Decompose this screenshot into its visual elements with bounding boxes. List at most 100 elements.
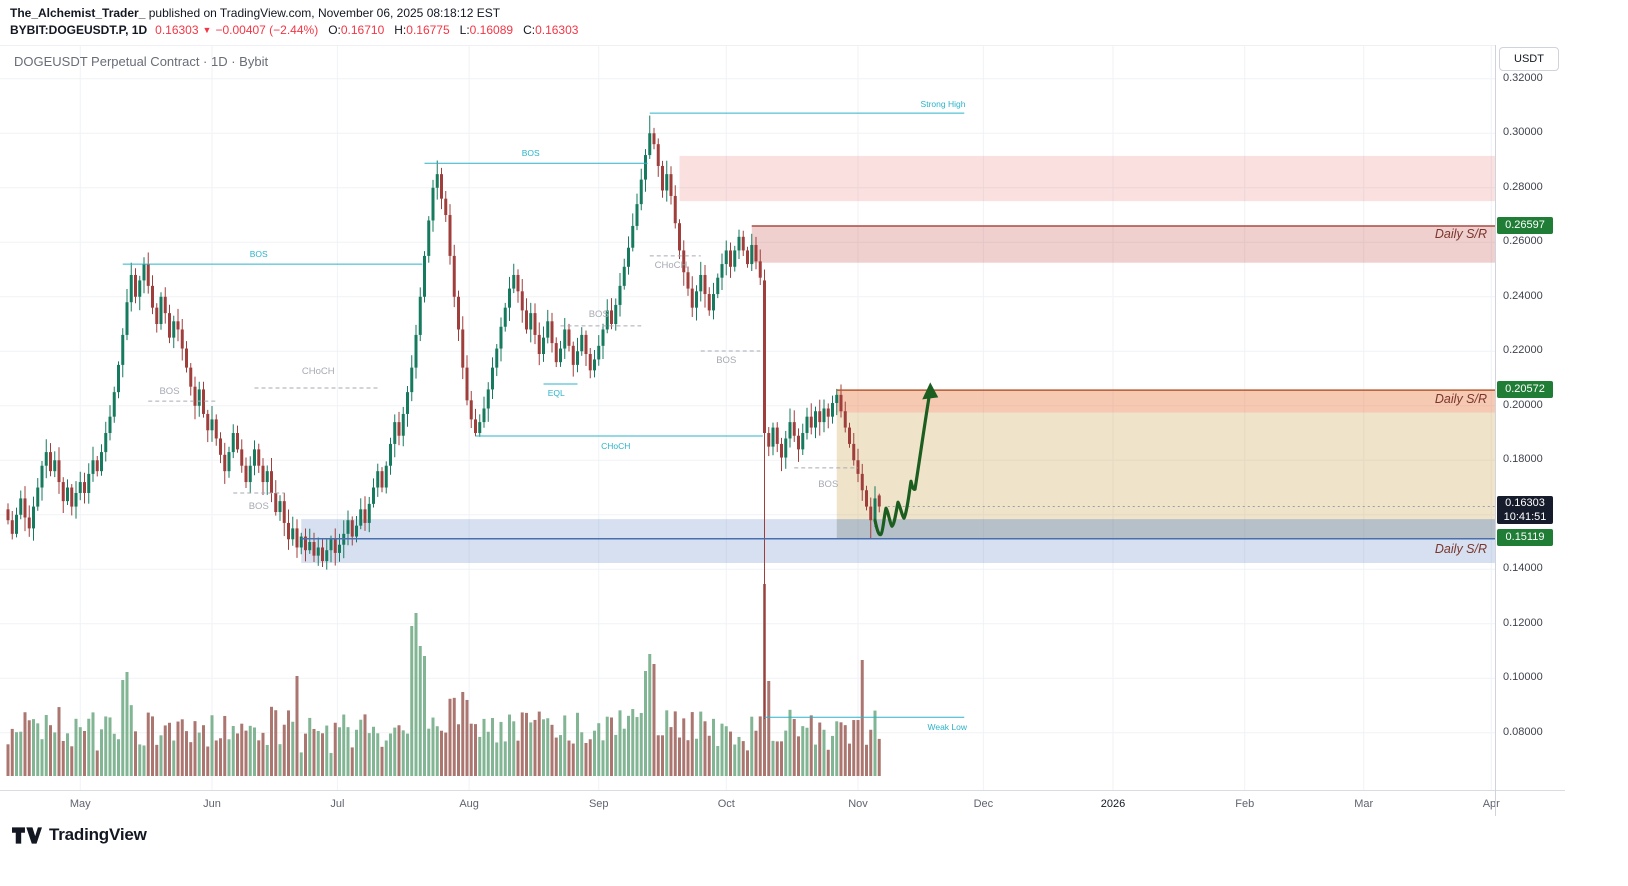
projection-arrow <box>873 387 932 537</box>
candle-body <box>363 509 367 523</box>
volume-bar <box>835 721 839 776</box>
sr-price-tag: 0.20572 <box>1497 380 1553 398</box>
candle-body <box>304 536 307 551</box>
candle-body <box>508 288 511 308</box>
candle-body <box>142 264 146 281</box>
projection-layer <box>873 382 939 537</box>
candle-body <box>359 509 363 526</box>
candle-body <box>435 174 439 188</box>
volume-bar <box>695 738 698 776</box>
candle-body <box>788 422 792 439</box>
volume-bar <box>597 723 601 776</box>
volume-bar <box>78 727 82 776</box>
time-axis-label: Jun <box>203 798 221 810</box>
candle-body <box>287 522 290 540</box>
currency-toggle-button[interactable]: USDT <box>1499 47 1559 71</box>
structure-label-choch-aug: CHoCH <box>601 441 630 451</box>
candle-body <box>333 539 337 553</box>
candle-body <box>74 492 78 507</box>
volume-bar <box>873 710 877 776</box>
volume-bar <box>155 744 159 776</box>
volume-bar <box>435 726 439 776</box>
candle-body <box>244 465 248 483</box>
structure-label-bos-jul: BOS <box>522 148 540 158</box>
volume-bar <box>74 718 78 776</box>
volume-bar <box>482 718 486 776</box>
tradingview-logo[interactable]: TradingView <box>12 825 147 845</box>
volume-bar <box>716 746 720 776</box>
candle-body <box>860 473 864 491</box>
candle-body <box>10 520 14 534</box>
volume-bar <box>469 723 473 776</box>
price-chart-canvas[interactable]: BOS BOS Strong High CHoCH EQL Weak Low BOS CHoC… <box>0 46 1495 791</box>
volume-bar <box>257 740 261 776</box>
structure-label-bos-gray-3: BOS <box>589 309 609 320</box>
volume-bar <box>486 731 490 776</box>
structure-label-eql: EQL <box>548 388 565 398</box>
candle-body <box>618 285 622 305</box>
candle-body <box>758 261 762 278</box>
structure-label-bos-gray-2: BOS <box>249 501 269 512</box>
candle-body <box>299 536 303 548</box>
candle-body <box>440 174 443 199</box>
candle-body <box>491 367 494 390</box>
volume-bar <box>338 727 341 776</box>
candle-body <box>801 433 805 450</box>
volume-bar <box>741 741 745 776</box>
candle-body <box>355 525 358 537</box>
high-value: 0.16775 <box>406 23 450 37</box>
volume-bar <box>703 721 707 776</box>
volume-bar <box>631 709 635 776</box>
candle-body <box>695 291 698 308</box>
candle-body <box>678 223 681 251</box>
volume-bar <box>108 717 112 776</box>
candle-body <box>121 334 125 365</box>
volume-bar <box>325 725 329 776</box>
volume-bar <box>508 714 511 776</box>
candle-body <box>865 490 868 507</box>
volume-bar <box>669 727 673 776</box>
volume-bar <box>797 736 800 776</box>
volume-bar <box>291 721 295 776</box>
volume-bar <box>112 733 116 776</box>
candle-body <box>835 394 839 404</box>
volume-bar <box>678 737 681 776</box>
candle-body <box>486 389 490 409</box>
candle-body <box>227 452 231 472</box>
candle-body <box>104 433 108 453</box>
volume-bar <box>707 735 711 776</box>
structure-label-strong-high: Strong High <box>921 99 966 109</box>
volume-bar <box>563 715 567 776</box>
structure-label-choch-gray-1: CHoCH <box>302 366 335 377</box>
candle-body <box>826 408 830 417</box>
volume-bar <box>767 681 771 776</box>
candle-body <box>542 337 545 354</box>
candle-body <box>707 294 711 311</box>
volume-bar <box>567 740 571 776</box>
candle-body <box>661 165 664 191</box>
volume-bar <box>877 738 881 776</box>
volume-bar <box>418 646 422 776</box>
candle-body <box>656 144 660 166</box>
candles-layer <box>6 115 881 720</box>
volume-bar <box>121 680 125 776</box>
candle-body <box>716 277 720 295</box>
time-axis-label: Sep <box>588 798 609 810</box>
price-axis-label: 0.10000 <box>1503 671 1543 684</box>
volume-bar <box>248 725 252 776</box>
structure-label-weak-low: Weak Low <box>927 722 967 732</box>
candle-body <box>19 498 23 515</box>
volume-bar <box>274 710 278 776</box>
low-value: 0.16089 <box>469 23 514 37</box>
volume-bar <box>265 744 269 776</box>
candle-body <box>23 498 27 518</box>
byline: The_Alchemist_Trader_ published on Tradi… <box>10 6 500 20</box>
volume-bar <box>376 733 380 776</box>
time-axis[interactable]: May Jun Jul Aug Sep Oct Nov Dec 2026 Feb Mar Apr <box>0 790 1565 817</box>
candle-body <box>95 460 99 472</box>
candle-body <box>138 280 142 297</box>
candle-body <box>40 465 44 488</box>
candle-body <box>516 274 520 292</box>
price-axis[interactable]: USDT 0.080000.100000.120000.140000.16000… <box>1495 45 1566 790</box>
candle-body <box>376 471 380 488</box>
